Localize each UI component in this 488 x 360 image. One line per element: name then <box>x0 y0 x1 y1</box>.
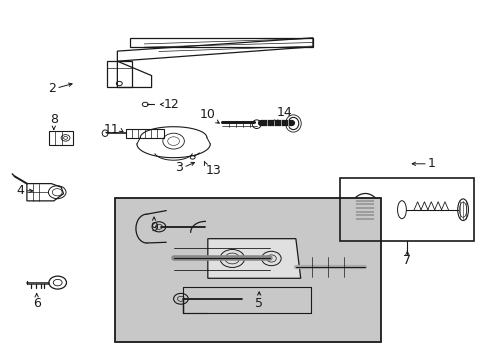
Bar <box>339 178 473 241</box>
Text: 8: 8 <box>50 113 58 126</box>
Text: 6: 6 <box>33 297 41 310</box>
Text: 11: 11 <box>104 123 120 136</box>
Bar <box>49 131 73 145</box>
Bar <box>115 198 381 342</box>
Bar <box>126 129 164 138</box>
Text: 7: 7 <box>403 254 410 267</box>
Text: 12: 12 <box>163 98 179 111</box>
Text: 9: 9 <box>150 221 158 234</box>
Text: 13: 13 <box>205 164 221 177</box>
Text: 1: 1 <box>427 157 435 170</box>
Text: 10: 10 <box>199 108 215 121</box>
Text: 2: 2 <box>48 82 56 95</box>
Polygon shape <box>207 239 300 278</box>
Text: 5: 5 <box>255 297 263 310</box>
Text: 3: 3 <box>175 161 183 174</box>
Text: 14: 14 <box>276 106 291 119</box>
Text: 4: 4 <box>17 184 24 197</box>
